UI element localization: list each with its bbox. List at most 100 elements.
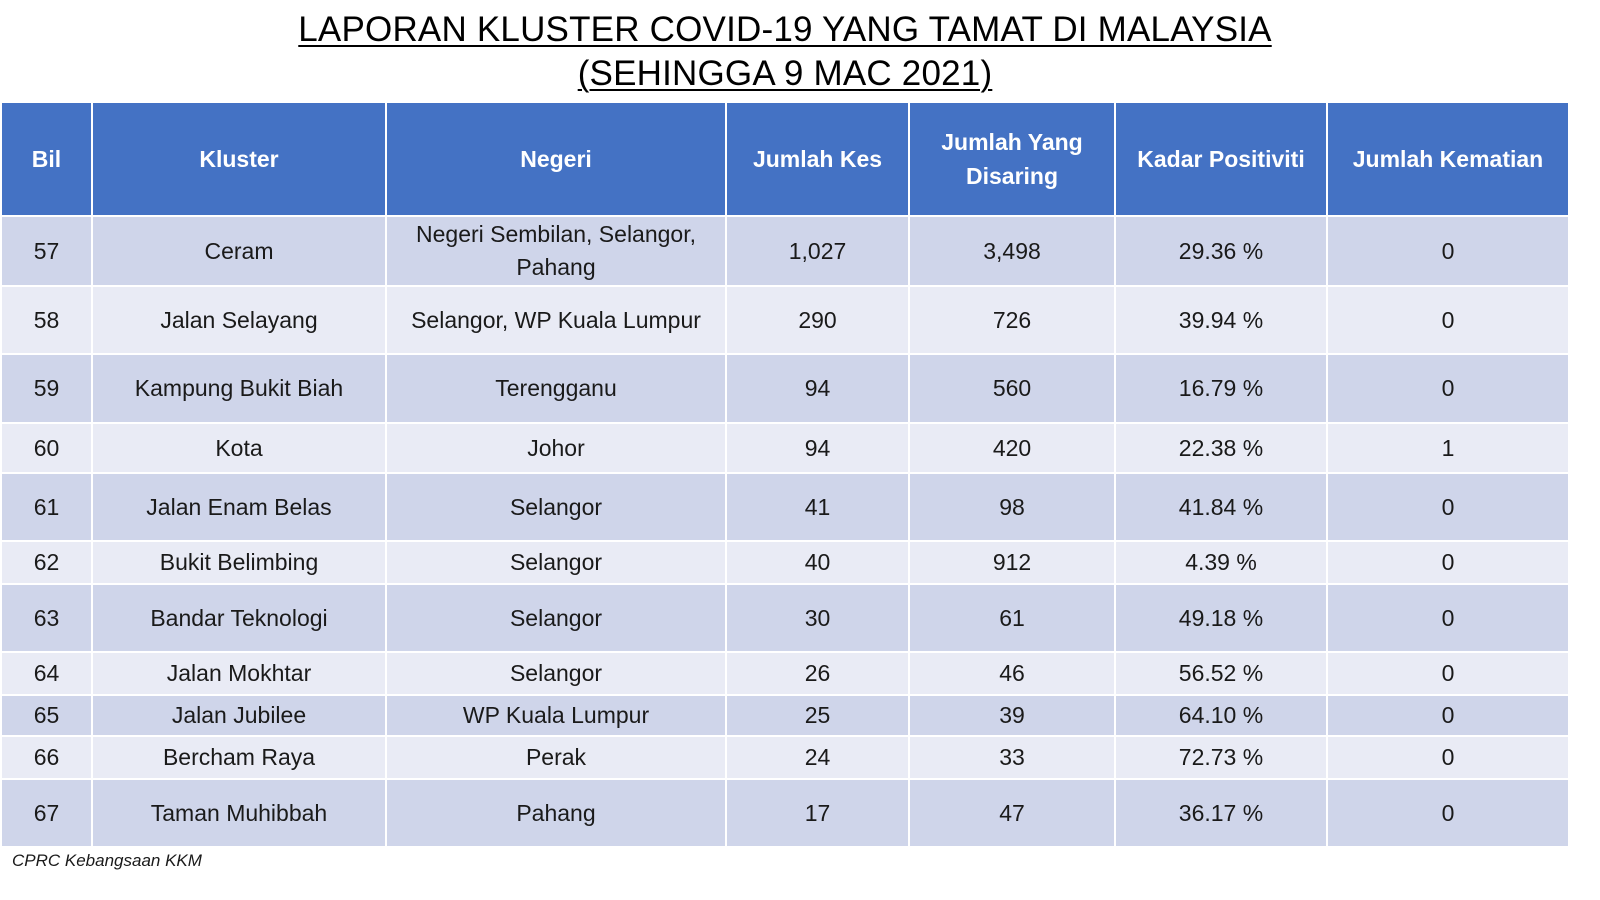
cell-kes: 30 <box>725 583 910 653</box>
cell-kematian: 0 <box>1326 651 1570 696</box>
cell-negeri: Selangor <box>385 540 727 585</box>
cell-disaring: 46 <box>908 651 1116 696</box>
title-date-text: (SEHINGGA 9 MAC 2021) <box>577 54 993 93</box>
cell-disaring: 560 <box>908 353 1116 424</box>
table-row: 60 Kota Johor 94 420 22.38 % 1 <box>0 422 1570 474</box>
cell-disaring: 98 <box>908 472 1116 542</box>
table-body: 57 Ceram Negeri Sembilan, Selangor, Paha… <box>0 215 1570 848</box>
table-row: 63 Bandar Teknologi Selangor 30 61 49.18… <box>0 583 1570 653</box>
table-row: 64 Jalan Mokhtar Selangor 26 46 56.52 % … <box>0 651 1570 696</box>
cell-bil: 57 <box>0 215 93 287</box>
cell-kes: 26 <box>725 651 910 696</box>
report-title: LAPORAN KLUSTER COVID-19 YANG TAMAT DI M… <box>0 8 1570 96</box>
cell-positiviti: 72.73 % <box>1114 735 1328 780</box>
cell-positiviti: 49.18 % <box>1114 583 1328 653</box>
cell-kematian: 0 <box>1326 583 1570 653</box>
table-row: 57 Ceram Negeri Sembilan, Selangor, Paha… <box>0 215 1570 287</box>
cell-kluster: Bandar Teknologi <box>91 583 387 653</box>
cell-positiviti: 39.94 % <box>1114 285 1328 355</box>
cell-kluster: Bukit Belimbing <box>91 540 387 585</box>
cell-disaring: 39 <box>908 694 1116 737</box>
cell-kes: 1,027 <box>725 215 910 287</box>
source-note: CPRC Kebangsaan KKM <box>12 851 202 870</box>
cell-bil: 59 <box>0 353 93 424</box>
table-row: 65 Jalan Jubilee WP Kuala Lumpur 25 39 6… <box>0 694 1570 737</box>
cell-negeri: Johor <box>385 422 727 474</box>
cluster-table: Bil Kluster Negeri Jumlah Kes Jumlah Yan… <box>0 101 1570 848</box>
cell-bil: 61 <box>0 472 93 542</box>
table-row: 58 Jalan Selayang Selangor, WP Kuala Lum… <box>0 285 1570 355</box>
table-row: 61 Jalan Enam Belas Selangor 41 98 41.84… <box>0 472 1570 542</box>
cell-bil: 60 <box>0 422 93 474</box>
cell-disaring: 3,498 <box>908 215 1116 287</box>
cell-kluster: Jalan Jubilee <box>91 694 387 737</box>
cell-negeri: Selangor <box>385 651 727 696</box>
cell-positiviti: 22.38 % <box>1114 422 1328 474</box>
cell-kematian: 0 <box>1326 285 1570 355</box>
cell-positiviti: 56.52 % <box>1114 651 1328 696</box>
cell-kes: 94 <box>725 353 910 424</box>
cell-kluster: Jalan Selayang <box>91 285 387 355</box>
cell-kematian: 0 <box>1326 778 1570 848</box>
cell-kematian: 0 <box>1326 540 1570 585</box>
cell-kes: 24 <box>725 735 910 780</box>
cell-kluster: Ceram <box>91 215 387 287</box>
header-row: Bil Kluster Negeri Jumlah Kes Jumlah Yan… <box>0 101 1570 217</box>
cell-positiviti: 36.17 % <box>1114 778 1328 848</box>
cell-positiviti: 16.79 % <box>1114 353 1328 424</box>
cell-disaring: 33 <box>908 735 1116 780</box>
header-kadar-positiviti: Kadar Positiviti <box>1114 101 1328 217</box>
cell-kes: 41 <box>725 472 910 542</box>
cell-negeri: Selangor, WP Kuala Lumpur <box>385 285 727 355</box>
cell-disaring: 420 <box>908 422 1116 474</box>
cell-negeri: Selangor <box>385 583 727 653</box>
title-main-text: LAPORAN KLUSTER COVID-19 YANG TAMAT DI M… <box>298 10 1272 49</box>
table-header: Bil Kluster Negeri Jumlah Kes Jumlah Yan… <box>0 101 1570 217</box>
header-negeri: Negeri <box>385 101 727 217</box>
header-bil: Bil <box>0 101 93 217</box>
cell-kematian: 0 <box>1326 694 1570 737</box>
header-jumlah-kematian: Jumlah Kematian <box>1326 101 1570 217</box>
cell-positiviti: 41.84 % <box>1114 472 1328 542</box>
cell-bil: 65 <box>0 694 93 737</box>
cell-disaring: 47 <box>908 778 1116 848</box>
cell-bil: 58 <box>0 285 93 355</box>
cell-negeri: WP Kuala Lumpur <box>385 694 727 737</box>
table-row: 66 Bercham Raya Perak 24 33 72.73 % 0 <box>0 735 1570 780</box>
cell-kematian: 0 <box>1326 735 1570 780</box>
cell-kes: 17 <box>725 778 910 848</box>
header-kluster: Kluster <box>91 101 387 217</box>
cell-bil: 66 <box>0 735 93 780</box>
cell-disaring: 61 <box>908 583 1116 653</box>
cell-negeri: Perak <box>385 735 727 780</box>
header-jumlah-disaring: Jumlah Yang Disaring <box>908 101 1116 217</box>
cell-kluster: Kampung Bukit Biah <box>91 353 387 424</box>
cell-bil: 63 <box>0 583 93 653</box>
cell-positiviti: 29.36 % <box>1114 215 1328 287</box>
cell-kluster: Jalan Mokhtar <box>91 651 387 696</box>
cell-kluster: Bercham Raya <box>91 735 387 780</box>
cell-kluster: Taman Muhibbah <box>91 778 387 848</box>
cell-positiviti: 4.39 % <box>1114 540 1328 585</box>
cell-bil: 67 <box>0 778 93 848</box>
cell-kematian: 0 <box>1326 353 1570 424</box>
cell-positiviti: 64.10 % <box>1114 694 1328 737</box>
cell-kematian: 1 <box>1326 422 1570 474</box>
table-row: 59 Kampung Bukit Biah Terengganu 94 560 … <box>0 353 1570 424</box>
cell-disaring: 912 <box>908 540 1116 585</box>
cell-kes: 94 <box>725 422 910 474</box>
cell-bil: 64 <box>0 651 93 696</box>
cell-negeri: Pahang <box>385 778 727 848</box>
cell-kes: 40 <box>725 540 910 585</box>
cell-negeri: Terengganu <box>385 353 727 424</box>
table-row: 67 Taman Muhibbah Pahang 17 47 36.17 % 0 <box>0 778 1570 848</box>
cell-negeri: Selangor <box>385 472 727 542</box>
cell-kes: 25 <box>725 694 910 737</box>
cell-kematian: 0 <box>1326 215 1570 287</box>
header-jumlah-kes: Jumlah Kes <box>725 101 910 217</box>
cell-disaring: 726 <box>908 285 1116 355</box>
cell-bil: 62 <box>0 540 93 585</box>
title-line-2: (SEHINGGA 9 MAC 2021) <box>0 52 1570 96</box>
cell-kluster: Kota <box>91 422 387 474</box>
table-row: 62 Bukit Belimbing Selangor 40 912 4.39 … <box>0 540 1570 585</box>
